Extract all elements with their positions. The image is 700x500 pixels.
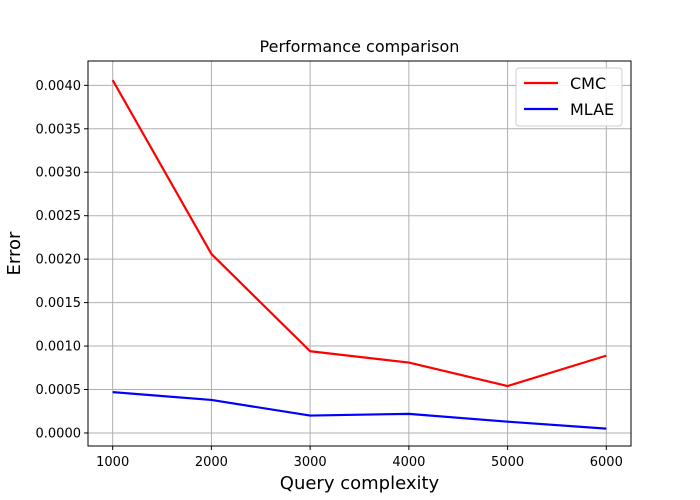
x-tick-label: 5000	[491, 455, 524, 470]
legend: CMC MLAE	[515, 67, 623, 127]
series-line-cmc	[111, 79, 607, 388]
y-tick-label: 0.0010	[36, 340, 82, 355]
x-tick-label: 4000	[392, 455, 425, 470]
y-axis-label: Error	[4, 231, 25, 275]
x-tick-label: 1000	[96, 455, 129, 470]
legend-label: CMC	[570, 74, 606, 93]
chart-title: Performance comparison	[260, 37, 460, 56]
y-tick-label: 0.0040	[36, 79, 82, 94]
x-tick-label: 3000	[294, 455, 327, 470]
axis-ticks: 1000 2000 3000 4000 5000 6000 0.0000 0.0005 0.00…	[36, 79, 623, 470]
y-tick-label: 0.0005	[36, 383, 82, 398]
plot-frame	[87, 60, 632, 447]
y-tick-label: 0.0035	[36, 122, 82, 137]
grid	[88, 61, 631, 446]
x-tick-label: 2000	[195, 455, 228, 470]
y-tick-label: 0.0000	[36, 426, 82, 441]
series-group	[111, 79, 607, 430]
x-tick-label: 6000	[590, 455, 623, 470]
y-tick-label: 0.0030	[36, 166, 82, 181]
y-tick-label: 0.0020	[36, 253, 82, 268]
legend-label: MLAE	[570, 100, 614, 119]
y-tick-label: 0.0015	[36, 296, 82, 311]
series-line-mlae	[112, 391, 607, 430]
y-tick-label: 0.0025	[36, 209, 82, 224]
x-axis-label: Query complexity	[280, 473, 440, 494]
